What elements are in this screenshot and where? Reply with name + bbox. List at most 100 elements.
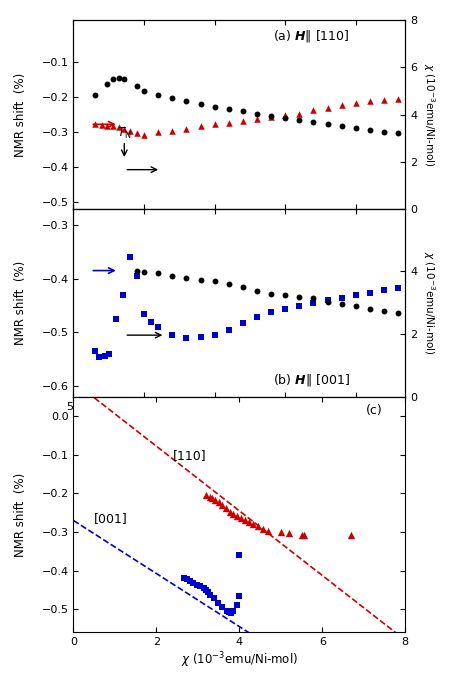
Point	[267, 307, 275, 318]
Point	[296, 114, 303, 125]
Point	[155, 127, 162, 138]
Point	[338, 292, 346, 303]
Point	[366, 287, 374, 298]
Point	[109, 74, 117, 85]
Point	[169, 125, 176, 136]
Point	[193, 579, 201, 590]
Point	[115, 122, 122, 133]
Point	[211, 330, 219, 341]
Point	[120, 123, 128, 134]
Point	[239, 116, 246, 126]
Point	[300, 530, 308, 541]
Point	[324, 296, 331, 307]
Point	[239, 282, 246, 293]
Point	[324, 294, 331, 305]
Text: [110]: [110]	[173, 449, 207, 462]
Y-axis label: $\chi$ ($10^{-3}$emu/Ni-mol): $\chi$ ($10^{-3}$emu/Ni-mol)	[421, 251, 437, 355]
Point	[394, 128, 402, 139]
Point	[190, 577, 197, 588]
Point	[101, 350, 109, 361]
Point	[197, 331, 204, 342]
Point	[202, 585, 210, 596]
Point	[246, 517, 253, 528]
Y-axis label: NMR shift  (%): NMR shift (%)	[14, 260, 27, 345]
Point	[182, 273, 190, 284]
Point	[239, 106, 246, 117]
Point	[236, 550, 243, 561]
Point	[140, 308, 148, 319]
Point	[264, 526, 272, 537]
Point	[218, 500, 226, 511]
Y-axis label: $\chi$ ($10^{-3}$emu/Ni-mol): $\chi$ ($10^{-3}$emu/Ni-mol)	[421, 63, 437, 167]
Point	[196, 581, 203, 592]
Point	[225, 324, 233, 335]
Point	[366, 96, 374, 107]
Point	[366, 124, 374, 135]
Point	[229, 508, 237, 519]
Point	[222, 503, 230, 513]
Point	[211, 119, 219, 130]
Point	[126, 252, 134, 262]
Point	[119, 290, 127, 301]
Point	[253, 114, 261, 124]
Point	[206, 491, 213, 502]
Point	[285, 528, 293, 539]
Point	[182, 333, 190, 343]
Point	[200, 583, 208, 594]
Point	[225, 607, 232, 617]
Point	[267, 111, 275, 122]
Point	[324, 119, 331, 130]
Point	[133, 128, 141, 139]
Point	[310, 297, 317, 308]
Point	[380, 305, 388, 316]
Point	[394, 93, 402, 104]
Point	[133, 81, 141, 92]
Point	[98, 120, 106, 131]
Point	[155, 322, 162, 333]
Point	[219, 602, 226, 613]
Point	[103, 78, 111, 89]
Text: (c): (c)	[365, 404, 382, 417]
Point	[267, 288, 275, 299]
Point	[254, 520, 262, 531]
Point	[112, 313, 119, 324]
Point	[120, 74, 128, 85]
Point	[126, 126, 134, 137]
Point	[310, 105, 317, 116]
Point	[225, 279, 233, 290]
Point	[380, 95, 388, 105]
Point	[115, 73, 122, 84]
Point	[91, 346, 99, 357]
Point	[95, 352, 103, 362]
Point	[338, 121, 346, 132]
Point	[197, 99, 204, 109]
Point	[267, 112, 275, 123]
Point	[182, 96, 190, 107]
Point	[202, 490, 210, 501]
Point	[380, 284, 388, 295]
Point	[298, 530, 305, 541]
Text: $T_\mathrm{N}$: $T_\mathrm{N}$	[117, 126, 132, 141]
Point	[233, 511, 241, 522]
Point	[204, 587, 211, 598]
X-axis label: $\chi$ ($10^{-3}$emu/Ni-mol): $\chi$ ($10^{-3}$emu/Ni-mol)	[181, 650, 298, 670]
Point	[140, 129, 148, 140]
Point	[197, 274, 204, 285]
Point	[380, 126, 388, 137]
Point	[324, 102, 331, 113]
Point	[91, 89, 99, 100]
Point	[282, 113, 289, 124]
Point	[215, 497, 222, 508]
Point	[338, 100, 346, 111]
Point	[310, 117, 317, 128]
Point	[225, 103, 233, 114]
Point	[109, 121, 117, 132]
Point	[352, 301, 360, 311]
Text: (b) $\boldsymbol{H}\|$ [001]: (b) $\boldsymbol{H}\|$ [001]	[273, 371, 349, 388]
Point	[394, 283, 402, 294]
Point	[282, 290, 289, 301]
Point	[103, 120, 111, 131]
Point	[209, 493, 216, 504]
Point	[338, 299, 346, 309]
Point	[227, 506, 234, 517]
